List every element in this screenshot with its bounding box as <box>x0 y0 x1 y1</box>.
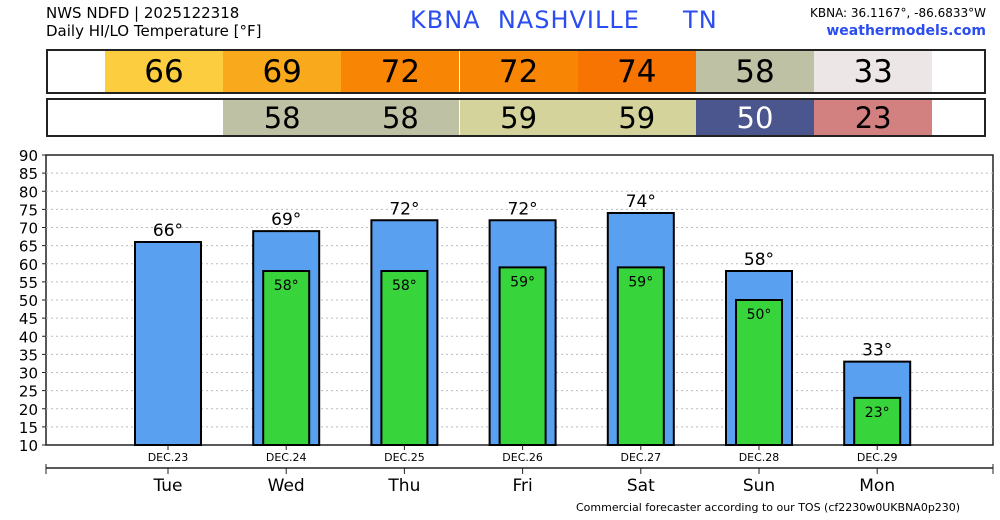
day-label: Mon <box>859 476 895 496</box>
y-tick-label: 25 <box>19 383 38 401</box>
day-label: Wed <box>268 476 305 496</box>
day-label: Sun <box>743 476 775 496</box>
lo-temp-cell: 58 <box>223 100 342 135</box>
y-tick-label: 90 <box>19 147 38 165</box>
low-label: 58° <box>274 278 299 294</box>
low-label: 50° <box>747 307 772 323</box>
low-bar <box>262 270 311 446</box>
high-bar <box>134 241 202 446</box>
y-tick-label: 45 <box>19 310 38 328</box>
day-label: Thu <box>387 476 420 496</box>
y-tick-label: 35 <box>19 346 38 364</box>
lo-temp-cell: 23 <box>814 100 933 135</box>
hi-temp-cell: 72 <box>341 51 460 92</box>
y-tick-label: 50 <box>19 292 38 310</box>
date-label: DEC.25 <box>384 451 425 464</box>
footer-note: Commercial forecaster according to our T… <box>576 501 961 514</box>
y-tick-label: 80 <box>19 183 38 201</box>
high-label: 66° <box>153 221 183 241</box>
variable-label: Daily HI/LO Temperature [°F] <box>46 22 262 40</box>
low-label: 58° <box>392 278 417 294</box>
lo-temp-cell: 59 <box>577 100 696 135</box>
low-bar <box>616 266 665 446</box>
product-label: NWS NDFD | 2025122318 <box>46 4 240 22</box>
high-label: 72° <box>508 199 538 219</box>
low-bar <box>853 396 902 446</box>
y-tick-label: 30 <box>19 365 38 383</box>
day-label: Sat <box>627 476 655 496</box>
date-label: DEC.27 <box>620 451 661 464</box>
station-title: KBNA NASHVILLE TN <box>410 6 718 34</box>
date-label: DEC.28 <box>739 451 780 464</box>
y-tick-label: 40 <box>19 328 38 346</box>
hi-temp-cell: 66 <box>105 51 223 92</box>
high-label: 72° <box>389 199 419 219</box>
hi-temp-cell: 58 <box>696 51 814 92</box>
hi-temp-cell: 72 <box>459 51 578 92</box>
y-tick-label: 20 <box>19 401 38 419</box>
hi-temp-cell: 74 <box>577 51 696 92</box>
y-tick-label: 70 <box>19 220 38 238</box>
hi-temp-cell: 33 <box>814 51 933 92</box>
y-tick-label: 85 <box>19 165 38 183</box>
low-temp-strip: 58 58 59 59 50 23 <box>46 98 986 137</box>
day-label: Tue <box>152 476 182 496</box>
y-tick-label: 60 <box>19 256 38 274</box>
low-label: 59° <box>628 274 653 290</box>
day-label: Fri <box>512 476 532 496</box>
y-tick-label: 15 <box>19 419 38 437</box>
low-bar <box>380 270 429 446</box>
date-label: DEC.29 <box>857 451 898 464</box>
high-label: 58° <box>744 250 774 270</box>
lo-temp-cell: 50 <box>696 100 814 135</box>
y-tick-label: 55 <box>19 274 38 292</box>
station-coords: KBNA: 36.1167°, -86.6833°W <box>809 6 986 20</box>
date-label: DEC.26 <box>502 451 543 464</box>
high-label: 69° <box>271 210 301 230</box>
low-bar <box>735 299 783 446</box>
date-label: DEC.23 <box>148 451 189 464</box>
high-label: 74° <box>626 192 656 212</box>
lo-temp-cell: 58 <box>341 100 460 135</box>
high-label: 33° <box>862 341 892 361</box>
hi-temp-cell: 69 <box>223 51 342 92</box>
high-temp-strip: 66 69 72 72 74 58 33 <box>46 49 986 94</box>
y-tick-label: 10 <box>19 437 38 455</box>
low-label: 59° <box>510 274 535 290</box>
y-tick-label: 65 <box>19 238 38 256</box>
date-label: DEC.24 <box>266 451 307 464</box>
low-bar <box>498 266 547 446</box>
y-tick-label: 75 <box>19 201 38 219</box>
low-label: 23° <box>865 405 890 421</box>
lo-temp-cell: 59 <box>459 100 578 135</box>
site-link[interactable]: weathermodels.com <box>826 23 986 39</box>
